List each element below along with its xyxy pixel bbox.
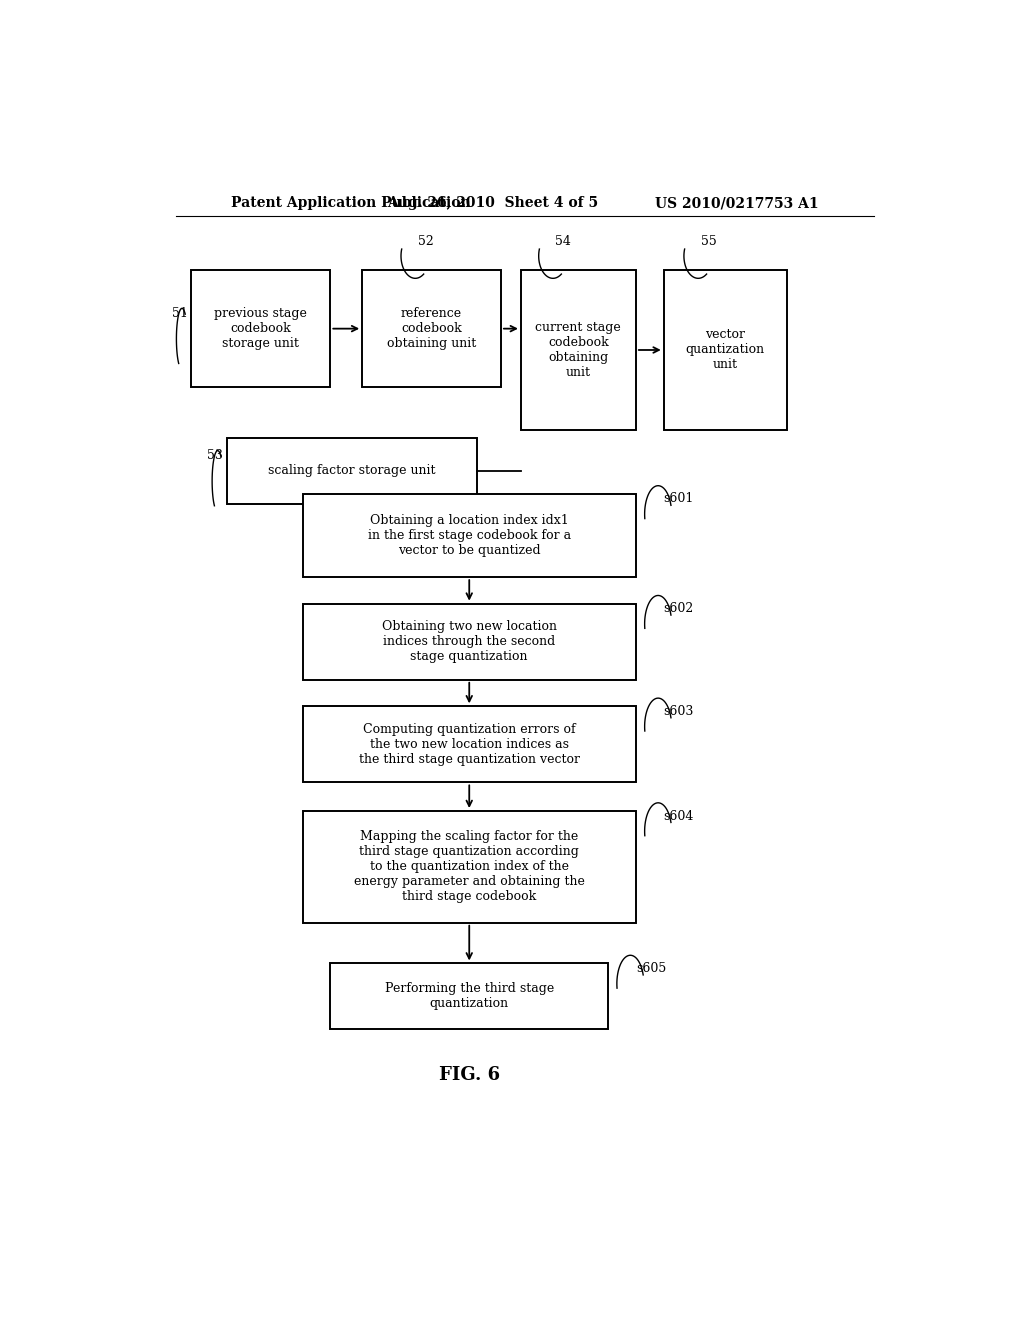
Text: FIG. 6: FIG. 6 [438,1067,500,1084]
Text: s603: s603 [664,705,694,718]
Bar [362,271,501,387]
Text: 55: 55 [700,235,717,248]
Text: Aug. 26, 2010  Sheet 4 of 5: Aug. 26, 2010 Sheet 4 of 5 [387,197,599,210]
Bar [303,706,636,783]
Text: 51: 51 [172,308,187,319]
Text: Computing quantization errors of
the two new location indices as
the third stage: Computing quantization errors of the two… [358,723,580,766]
Text: s605: s605 [636,962,667,975]
Bar [303,494,636,577]
Text: s604: s604 [664,809,694,822]
Text: vector
quantization
unit: vector quantization unit [686,329,765,371]
Bar [521,271,636,430]
Bar [191,271,331,387]
Text: 52: 52 [418,235,433,248]
Text: current stage
codebook
obtaining
unit: current stage codebook obtaining unit [536,321,622,379]
Bar [331,964,608,1030]
Text: reference
codebook
obtaining unit: reference codebook obtaining unit [387,308,476,350]
Text: s602: s602 [664,602,694,615]
Bar [303,603,636,680]
Text: previous stage
codebook
storage unit: previous stage codebook storage unit [214,308,307,350]
Text: FIG. 5: FIG. 5 [438,541,500,558]
Text: scaling factor storage unit: scaling factor storage unit [268,465,436,478]
Text: Performing the third stage
quantization: Performing the third stage quantization [385,982,554,1010]
Text: Obtaining a location index idx1
in the first stage codebook for a
vector to be q: Obtaining a location index idx1 in the f… [368,513,570,557]
Bar [664,271,786,430]
Text: Obtaining two new location
indices through the second
stage quantization: Obtaining two new location indices throu… [382,620,557,663]
Text: 54: 54 [555,235,571,248]
Bar [227,438,477,504]
Text: US 2010/0217753 A1: US 2010/0217753 A1 [654,197,818,210]
Text: 53: 53 [207,449,223,462]
Bar [303,810,636,923]
Text: Patent Application Publication: Patent Application Publication [231,197,471,210]
Text: s601: s601 [664,492,694,506]
Text: Mapping the scaling factor for the
third stage quantization according
to the qua: Mapping the scaling factor for the third… [354,830,585,903]
